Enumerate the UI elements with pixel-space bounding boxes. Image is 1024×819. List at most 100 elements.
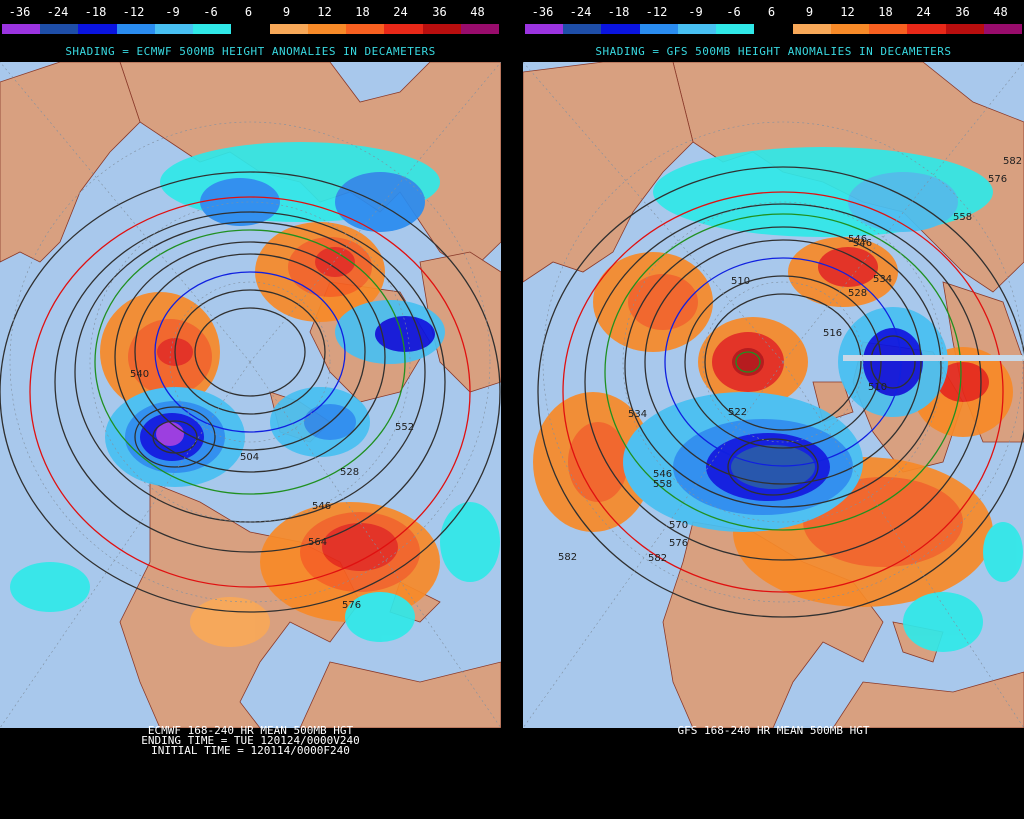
ecmwf-anomaly-map: 540 504 552 528 546 564 576 xyxy=(0,62,501,728)
contour-label: 510 xyxy=(731,276,750,287)
scale-label: 6 xyxy=(244,5,253,19)
contour-label: 510 xyxy=(868,382,887,393)
scale-swatch xyxy=(269,24,308,34)
scale-swatch xyxy=(78,24,117,34)
scale-label: 12 xyxy=(840,5,855,19)
height-contours xyxy=(537,166,1024,618)
scale-swatch xyxy=(525,24,564,34)
scale-swatch xyxy=(869,24,908,34)
shading-title: SHADING = GFS 500MB HEIGHT ANOMALIES IN … xyxy=(595,45,952,58)
scale-swatch xyxy=(677,24,717,34)
scale-swatch xyxy=(384,24,423,34)
scale-swatch xyxy=(460,24,500,34)
scale-label: -24 xyxy=(569,5,592,19)
panel-divider xyxy=(501,0,523,819)
color-scale-bar xyxy=(2,24,500,34)
scale-swatch xyxy=(830,24,870,34)
contour-label: 546 xyxy=(848,234,867,245)
contour-label: 582 xyxy=(648,553,667,564)
scale-swatch xyxy=(346,24,385,34)
scale-swatch xyxy=(945,24,984,34)
scale-label: 36 xyxy=(432,5,447,19)
contour-label: 558 xyxy=(953,212,972,223)
contour-label: 582 xyxy=(1003,156,1022,167)
scale-label: 24 xyxy=(916,5,931,19)
map-caption: ECMWF 168-240 HR MEAN 500MB HGT ENDING T… xyxy=(0,724,501,757)
scale-swatch xyxy=(307,24,347,34)
contour-label: 582 xyxy=(558,552,577,563)
contour-label: 570 xyxy=(669,520,688,531)
scale-swatch xyxy=(193,24,232,34)
caption-line: INITIAL TIME = 120114/0000F240 xyxy=(151,744,350,757)
color-scale-bar xyxy=(525,24,1023,34)
scale-swatch xyxy=(754,24,793,34)
scale-label: 18 xyxy=(878,5,893,19)
scale-label: 9 xyxy=(805,5,814,19)
contour-label: 576 xyxy=(342,600,361,611)
scale-label: 48 xyxy=(470,5,485,19)
data-gap-strip xyxy=(843,355,1024,361)
scale-label: -24 xyxy=(46,5,69,19)
scale-label: -18 xyxy=(84,5,107,19)
graticule xyxy=(0,62,501,728)
contour-label: 534 xyxy=(628,409,647,420)
scale-label: -18 xyxy=(607,5,630,19)
contour-label: 546 xyxy=(312,501,331,512)
scale-label: -36 xyxy=(8,5,31,19)
contour-label: 534 xyxy=(873,274,892,285)
contour-label: 504 xyxy=(240,452,259,463)
contour-label: 540 xyxy=(130,369,149,380)
scale-swatch xyxy=(116,24,155,34)
scale-label: 36 xyxy=(955,5,970,19)
scale-swatch xyxy=(983,24,1023,34)
scale-swatch xyxy=(792,24,831,34)
contour-label: 564 xyxy=(308,537,327,548)
scale-label: 9 xyxy=(282,5,291,19)
scale-label: 24 xyxy=(393,5,408,19)
scale-labels: -36 -24 -18 -12 -9 -6 6 9 12 18 24 36 48 xyxy=(0,5,501,19)
contour-label: 546 xyxy=(853,238,872,249)
caption-line: GFS 168-240 HR MEAN 500MB HGT xyxy=(677,724,870,737)
scale-label: 18 xyxy=(355,5,370,19)
scale-swatch xyxy=(907,24,946,34)
contour-label: 546 xyxy=(653,469,672,480)
contour-label: 576 xyxy=(669,538,688,549)
left-panel: -36 -24 -18 -12 -9 -6 6 9 12 18 24 36 48… xyxy=(0,0,501,819)
scale-label: -9 xyxy=(688,5,703,19)
anomaly-shading xyxy=(533,147,1023,652)
scale-swatch xyxy=(40,24,79,34)
scale-swatch xyxy=(2,24,41,34)
contour-label: 576 xyxy=(988,174,1007,185)
caption-line: ENDING TIME = TUE 120124/0000V240 xyxy=(141,734,360,747)
scale-swatch xyxy=(154,24,194,34)
contour-label: 528 xyxy=(340,467,359,478)
graticule xyxy=(523,62,1024,728)
scale-labels: -36 -24 -18 -12 -9 -6 6 9 12 18 24 36 48 xyxy=(523,5,1024,19)
scale-label: -6 xyxy=(203,5,218,19)
height-contours xyxy=(0,171,501,613)
scale-label: -9 xyxy=(165,5,180,19)
scale-label: 12 xyxy=(317,5,332,19)
scale-swatch xyxy=(231,24,270,34)
scale-label: -36 xyxy=(531,5,554,19)
contour-label: 516 xyxy=(823,328,842,339)
map-caption: GFS 168-240 HR MEAN 500MB HGT xyxy=(523,724,1024,737)
scale-swatch xyxy=(601,24,640,34)
right-panel: -36 -24 -18 -12 -9 -6 6 9 12 18 24 36 48… xyxy=(523,0,1024,819)
contour-label: 528 xyxy=(848,288,867,299)
scale-swatch xyxy=(639,24,678,34)
contour-labels: 540 504 552 528 546 564 576 xyxy=(130,369,414,611)
scale-swatch xyxy=(422,24,461,34)
contour-label: 558 xyxy=(653,479,672,490)
gfs-anomaly-map: 546 534 510 528 516 510 522 534 546 558 … xyxy=(523,62,1024,728)
caption-line: ECMWF 168-240 HR MEAN 500MB HGT xyxy=(147,724,354,737)
scale-label: -12 xyxy=(122,5,145,19)
scale-label: 6 xyxy=(767,5,776,19)
contour-label: 522 xyxy=(728,407,747,418)
shading-title: SHADING = ECMWF 500MB HEIGHT ANOMALIES I… xyxy=(65,45,436,58)
scale-label: -6 xyxy=(726,5,741,19)
contour-labels: 546 534 510 528 516 510 522 534 546 558 … xyxy=(558,156,1022,564)
scale-label: -12 xyxy=(645,5,668,19)
scale-swatch xyxy=(716,24,755,34)
scale-label: 48 xyxy=(993,5,1008,19)
